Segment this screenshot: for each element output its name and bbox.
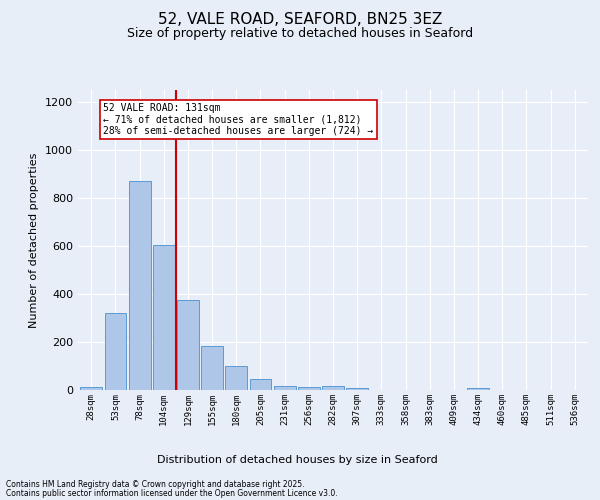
Text: Contains HM Land Registry data © Crown copyright and database right 2025.: Contains HM Land Registry data © Crown c… xyxy=(6,480,305,489)
Bar xyxy=(80,387,102,390)
Bar xyxy=(104,313,127,390)
Bar xyxy=(153,245,175,390)
Bar xyxy=(129,181,151,390)
Bar xyxy=(467,388,489,390)
Bar xyxy=(226,366,247,390)
Bar xyxy=(346,388,368,390)
Text: Contains public sector information licensed under the Open Government Licence v3: Contains public sector information licen… xyxy=(6,488,338,498)
Text: 52, VALE ROAD, SEAFORD, BN25 3EZ: 52, VALE ROAD, SEAFORD, BN25 3EZ xyxy=(158,12,442,28)
Bar xyxy=(322,386,344,390)
Y-axis label: Number of detached properties: Number of detached properties xyxy=(29,152,40,328)
Text: 52 VALE ROAD: 131sqm
← 71% of detached houses are smaller (1,812)
28% of semi-de: 52 VALE ROAD: 131sqm ← 71% of detached h… xyxy=(103,103,374,136)
Bar xyxy=(274,386,296,390)
Bar xyxy=(250,379,271,390)
Bar xyxy=(177,300,199,390)
Bar xyxy=(298,387,320,390)
Text: Distribution of detached houses by size in Seaford: Distribution of detached houses by size … xyxy=(157,455,437,465)
Text: Size of property relative to detached houses in Seaford: Size of property relative to detached ho… xyxy=(127,28,473,40)
Bar xyxy=(201,346,223,390)
